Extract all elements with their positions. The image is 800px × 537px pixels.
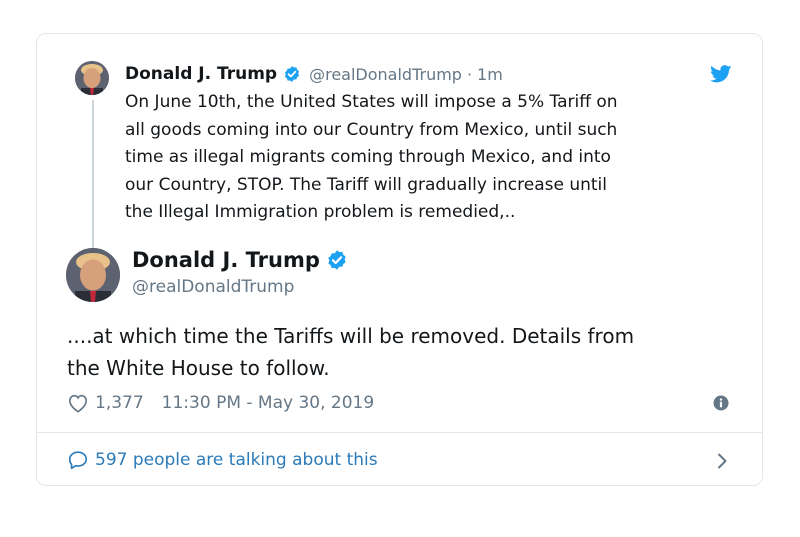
main-tweet-author: Donald J. Trump [132,248,348,272]
main-handle[interactable]: @realDonaldTrump [132,277,295,297]
quoted-tweet-text: On June 10th, the United States will imp… [125,92,618,223]
quoted-display-name[interactable]: Donald J. Trump [125,64,278,84]
quoted-handle[interactable]: @realDonaldTrump [309,64,462,84]
avatar-portrait-icon [75,61,109,95]
tweet-timestamp[interactable]: 11:30 PM - May 30, 2019 [161,393,375,413]
thread-connector-line [92,100,94,248]
verified-badge-icon [285,66,300,82]
quoted-tweet-header: Donald J. Trump @realDonaldTrump · 1m [125,61,503,87]
info-icon[interactable] [713,395,729,411]
talking-about-label: 597 people are talking about this [95,450,378,470]
verified-badge-icon [328,250,346,270]
quoted-separator: · [466,64,473,84]
chevron-right-icon[interactable] [715,452,729,470]
tweet-embed-card: Donald J. Trump @realDonaldTrump · 1m On… [36,33,763,486]
like-count[interactable]: 1,377 [95,393,144,413]
quoted-avatar[interactable] [75,61,109,95]
avatar-portrait-icon [66,248,120,302]
speech-bubble-icon [68,451,88,470]
twitter-bird-icon[interactable] [710,65,732,83]
conversation-link[interactable]: 597 people are talking about this [67,447,378,473]
footer-divider [37,432,762,433]
main-tweet-text: ....at which time the Tariffs will be re… [67,324,635,380]
tweet-meta: 1,377 11:30 PM - May 30, 2019 [67,391,374,415]
quoted-relative-time[interactable]: 1m [477,64,503,84]
main-avatar[interactable] [66,248,120,302]
main-display-name[interactable]: Donald J. Trump [132,248,320,272]
heart-icon[interactable] [67,393,89,413]
